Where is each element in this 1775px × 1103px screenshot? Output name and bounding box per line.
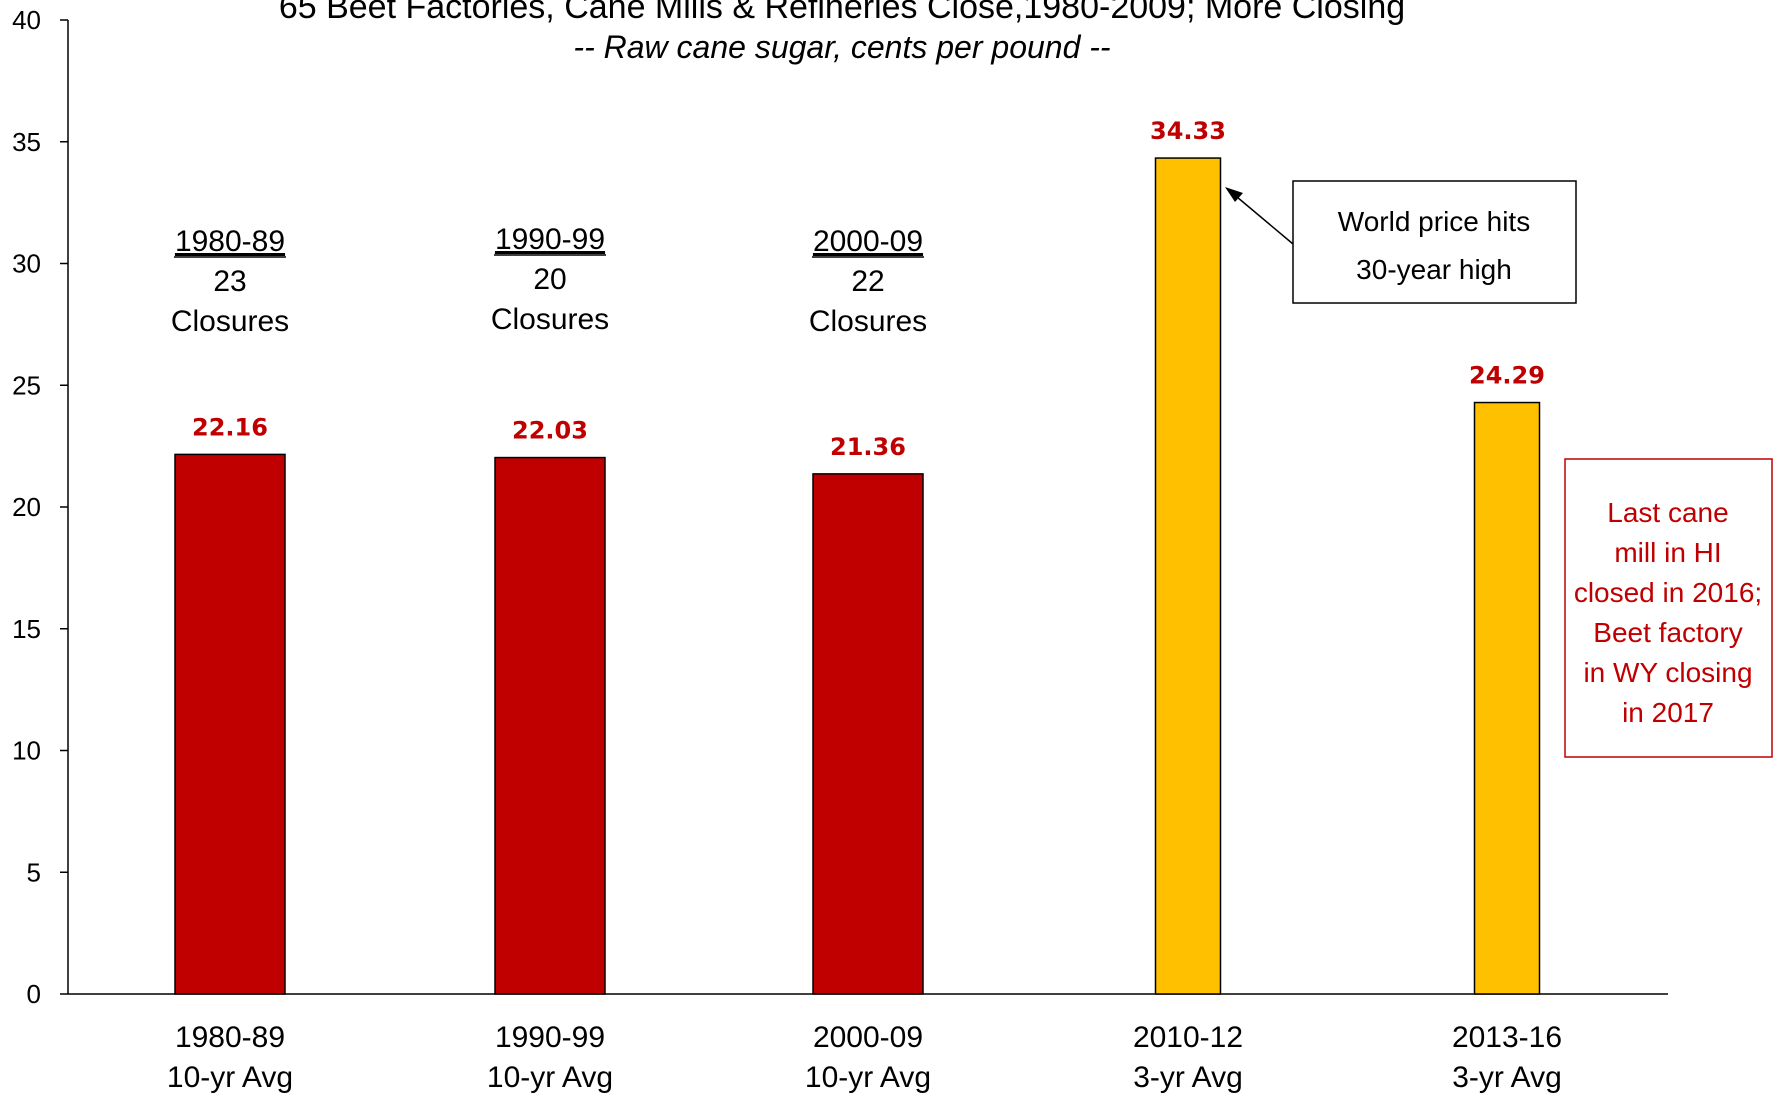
callout-arrowhead: [1225, 187, 1243, 202]
closures-note-line4: Beet factory: [1593, 617, 1742, 648]
x-category-label: 2013-16: [1452, 1021, 1562, 1054]
bar-value-label: 22.03: [512, 417, 588, 445]
era-closures-label: Closures: [171, 305, 289, 338]
chart-subtitle: -- Raw cane sugar, cents per pound --: [573, 29, 1110, 65]
era-count: 23: [213, 265, 246, 298]
bar: [174, 453, 286, 995]
bars: 22.16 22.03 21.36 34.33 24.29: [174, 117, 1545, 995]
era-closures-label: Closures: [491, 303, 609, 336]
closures-note-line3: closed in 2016;: [1574, 577, 1762, 608]
closures-note-line6: in 2017: [1622, 697, 1714, 728]
chart-title: 65 Beet Factories, Cane Mills & Refineri…: [279, 0, 1405, 26]
y-tick-label: 0: [27, 979, 41, 1009]
callout-arrow-line: [1236, 196, 1294, 245]
y-axis: 0 5 10 15 20 25 30 35 40: [12, 5, 69, 1009]
x-axis: 1980-89 10-yr Avg 1990-99 10-yr Avg 2000-09 1…: [68, 993, 1668, 1094]
x-category-label: 2010-12: [1133, 1021, 1243, 1054]
bar: [812, 473, 924, 995]
x-category-label: 1980-89: [175, 1021, 285, 1054]
x-category-sublabel: 10-yr Avg: [805, 1061, 931, 1094]
era-closures-label: Closures: [809, 305, 927, 338]
era-period: 2000-09: [813, 225, 923, 258]
x-category-sublabel: 10-yr Avg: [167, 1061, 293, 1094]
bar: [1473, 401, 1541, 995]
y-tick-label: 25: [12, 370, 41, 400]
y-tick-label: 40: [12, 5, 41, 35]
era-count: 22: [851, 265, 884, 298]
bar-value-label: 34.33: [1150, 117, 1226, 145]
x-category-label: 1990-99: [495, 1021, 605, 1054]
closures-note-line2: mill in HI: [1614, 537, 1721, 568]
bar-value-label: 24.29: [1469, 362, 1545, 390]
era-period: 1980-89: [175, 225, 285, 258]
x-category-sublabel: 3-yr Avg: [1133, 1061, 1243, 1094]
x-category-label: 2000-09: [813, 1021, 923, 1054]
closures-note-callout: Last cane mill in HI closed in 2016; Bee…: [1564, 458, 1773, 758]
y-tick-label: 10: [12, 736, 41, 766]
era-annotations: 1980-89 23 Closures 1990-99 20 Closures 2000-0…: [171, 223, 927, 338]
y-tick-label: 15: [12, 614, 41, 644]
x-category-sublabel: 10-yr Avg: [487, 1061, 613, 1094]
y-tick-label: 30: [12, 249, 41, 279]
world-price-callout-line1: World price hits: [1338, 206, 1530, 237]
y-tick-label: 20: [12, 492, 41, 522]
era-period: 1990-99: [495, 223, 605, 256]
era-count: 20: [533, 263, 566, 296]
closures-note-line1: Last cane: [1607, 497, 1728, 528]
x-category-sublabel: 3-yr Avg: [1452, 1061, 1562, 1094]
world-price-callout-box: [1292, 180, 1577, 304]
bar-value-label: 22.16: [192, 413, 268, 441]
bar-value-label: 21.36: [830, 433, 906, 461]
bar: [494, 456, 606, 995]
closures-note-box: [1564, 458, 1773, 758]
y-tick-label: 35: [12, 127, 41, 157]
closures-note-line5: in WY closing: [1583, 657, 1752, 688]
world-price-callout-line2: 30-year high: [1356, 254, 1512, 285]
y-tick-label: 5: [27, 857, 41, 887]
bar: [1154, 157, 1222, 995]
world-price-callout: World price hits 30-year high: [1225, 180, 1577, 304]
